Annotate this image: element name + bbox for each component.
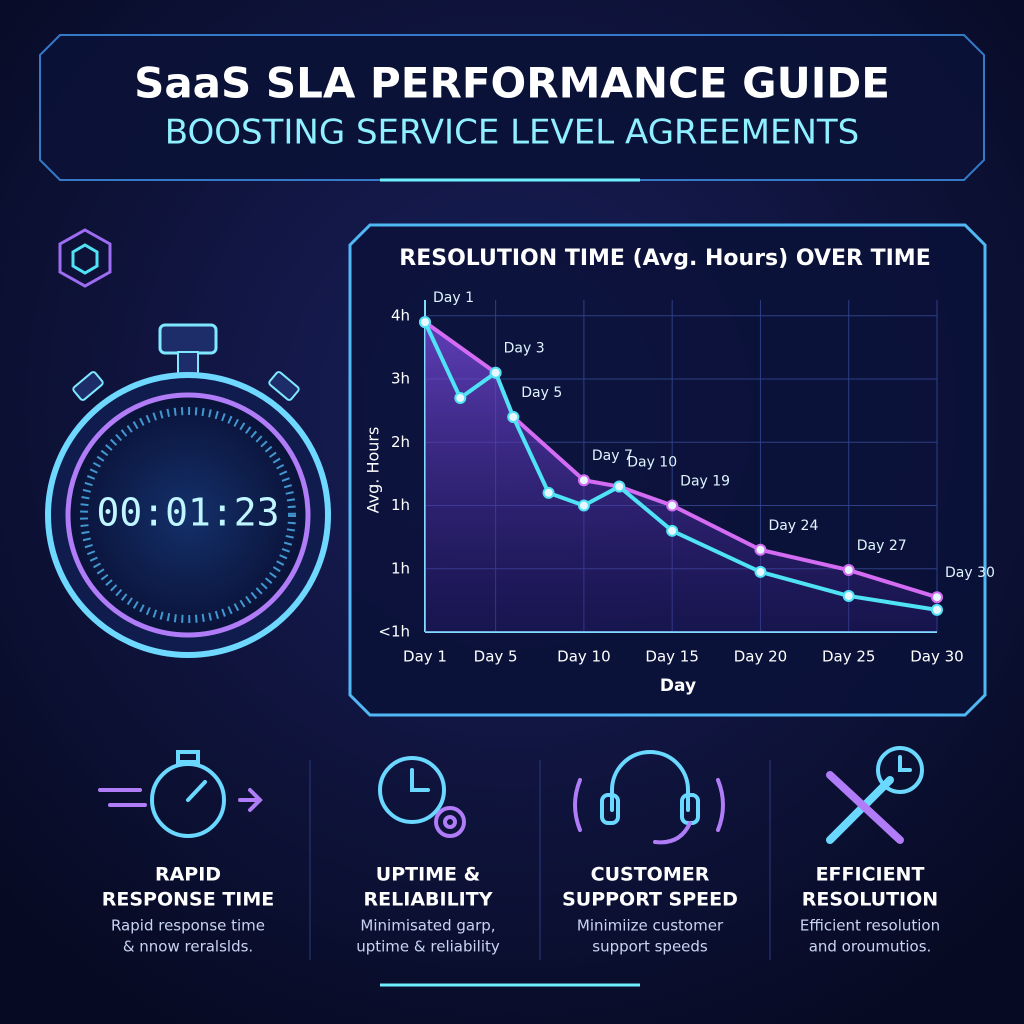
subtitle: BOOSTING SERVICE LEVEL AGREEMENTS [165,113,859,153]
stopwatch-time: 00:01:23 [96,491,279,535]
feature-text: support speeds [592,938,708,956]
header-frame [39,34,985,181]
point-label: Day 24 [768,518,818,534]
features: RAPID RESPONSE TIME Rapid response time & n… [102,864,940,956]
stopwatch-crown [158,323,218,355]
point [754,543,767,556]
feature-title: RESOLUTION [802,889,938,911]
feature-text: & nnow reralslds. [123,938,253,956]
feature-text: Rapid response time [111,917,265,935]
feature-title: UPTIME & [376,864,480,886]
feature-title: RELIABILITY [364,889,493,911]
x-tick-label: Day 1 [403,648,447,666]
feature-title: EFFICIENT [816,864,925,886]
x-tick-label: Day 15 [645,648,698,666]
stopwatch-dial [65,392,311,638]
point [542,486,555,499]
area [425,322,937,632]
point [666,499,679,512]
stopwatch-button [268,371,300,401]
x-tick-label: Day 20 [734,648,787,666]
icon-tools [826,746,924,844]
point-label: Day 5 [521,385,562,401]
point-label: Day 7 [592,448,633,464]
hexagon [58,228,112,288]
y-tick-label: 3h [391,370,410,388]
feature-text: uptime & reliability [356,938,500,956]
point-label: Day 3 [504,341,545,357]
x-tick-label: Day 30 [910,648,963,666]
y-axis-title: Avg. Hours [364,427,383,514]
plot: <1h 1h 1h 2h 3h 4h Day 1 Day 5 Day 10 Day 15 Day 2… [378,290,995,665]
chart-title: RESOLUTION TIME (Avg. Hours) OVER TIME [399,246,930,271]
point [454,392,467,405]
point-label: Day 27 [857,538,907,554]
icon-stopwatch [98,750,263,838]
x-tick-label: Day 25 [822,648,875,666]
point-label: Day 19 [680,474,730,490]
feature-text: and oroumutios. [809,938,932,956]
icon-clock-gear [378,756,466,838]
feature-icons [98,746,924,845]
point [931,603,943,616]
point-label: Day 30 [945,565,995,581]
feature-text: Minimiize customer [577,917,724,935]
y-tick-label: 4h [391,306,410,324]
hexagon [71,243,99,275]
feature-text: Efficient resolution [800,917,940,935]
point [842,589,855,602]
point [613,480,626,493]
point [577,474,590,487]
x-axis-title: Day [660,676,696,696]
point [666,524,679,537]
stopwatch-stem [177,351,199,375]
y-tick-label: 1h [391,559,410,577]
icon-headset [573,750,725,845]
feature-title: RESPONSE TIME [102,889,274,911]
title: SaaS SLA PERFORMANCE GUIDE [134,59,890,108]
feature-text: Minimisated garp, [360,917,495,935]
point-label: Day 10 [627,455,677,471]
x-tick-label: Day 5 [474,648,518,666]
point [419,316,431,329]
point [507,410,520,423]
x-tick-label: Day 10 [557,648,610,666]
y-tick-label: <1h [378,623,410,641]
stopwatch-button [72,371,104,401]
point [489,366,502,379]
point [842,564,855,577]
feature-title: SUPPORT SPEED [562,889,738,911]
feature-title: RAPID [155,864,221,886]
stopwatch-ticks [80,407,296,623]
point-label: Day 1 [433,290,474,306]
feature-title: CUSTOMER [591,864,710,886]
point [931,591,943,604]
point [754,565,767,578]
y-tick-label: 2h [391,433,410,451]
point [577,499,590,512]
y-tick-label: 1h [391,496,410,514]
